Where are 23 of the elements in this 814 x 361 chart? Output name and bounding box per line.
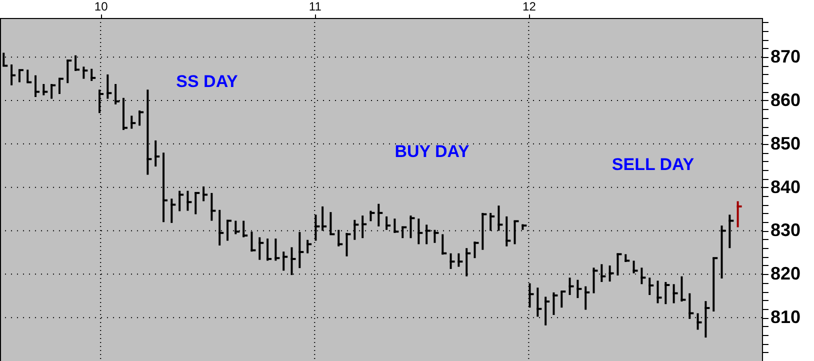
y-tick-label: 860 [770,90,801,110]
annotation: BUY DAY [394,142,470,161]
candlestick [17,68,24,84]
candlestick [632,260,639,274]
y-tick-label: 810 [770,307,801,328]
candlestick [448,252,456,270]
y-tick-label: 830 [770,220,801,240]
y-tick-label: 820 [770,264,801,284]
annotation: SS DAY [176,72,239,91]
x-tick-label: 12 [522,0,536,14]
x-tick-label: 10 [94,0,108,14]
y-tick-label: 850 [770,133,801,154]
candlestick [568,276,575,296]
x-tick-label: 11 [308,0,322,14]
candlestick [344,232,352,258]
annotation: SELL DAY [612,155,695,174]
candlestick [472,240,480,260]
candlestick [736,200,743,228]
candlestick [656,280,663,304]
candlestick [608,264,615,283]
candlestick [672,283,679,304]
y-tick-label: 870 [770,46,801,67]
y-tick-label: 840 [770,176,801,197]
